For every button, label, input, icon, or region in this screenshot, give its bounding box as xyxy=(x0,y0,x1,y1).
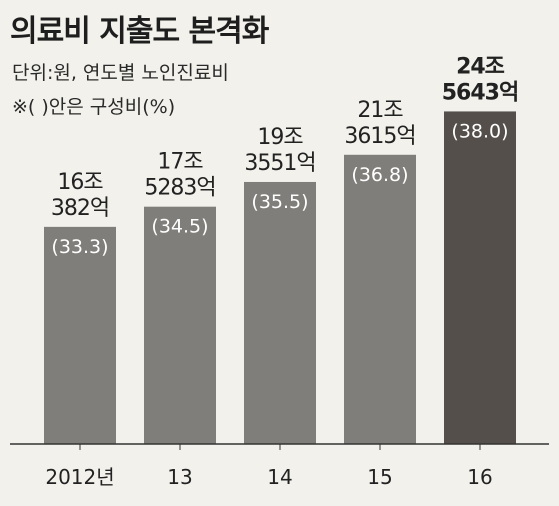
bar xyxy=(244,181,316,444)
bar xyxy=(44,226,116,444)
value-label-amount: 16조 xyxy=(57,170,103,195)
x-tick-label: 16 xyxy=(467,465,492,489)
value-label-remainder: 5283억 xyxy=(144,176,215,201)
bar xyxy=(144,206,216,444)
x-tick-label: 13 xyxy=(167,465,192,489)
share-label: (36.8) xyxy=(351,164,408,186)
share-label: (33.3) xyxy=(51,236,108,258)
share-label: (38.0) xyxy=(451,120,508,142)
bar xyxy=(444,111,516,445)
value-label-amount: 24조 xyxy=(456,54,505,79)
value-label-remainder: 3551억 xyxy=(244,151,315,176)
chart-title: 의료비 지출도 본격화 xyxy=(10,14,269,49)
share-label: (35.5) xyxy=(251,191,308,213)
share-note: ※( )안은 구성비(%) xyxy=(12,96,176,118)
value-label-remainder: 382억 xyxy=(51,196,109,221)
x-tick-label: 15 xyxy=(367,465,392,489)
value-label-remainder: 5643억 xyxy=(442,80,518,105)
bar xyxy=(344,154,416,444)
x-tick-label: 2012년 xyxy=(45,465,114,489)
share-label: (34.5) xyxy=(151,216,208,238)
value-label-amount: 17조 xyxy=(157,150,203,175)
unit-note: 단위:원, 연도별 노인진료비 xyxy=(12,62,229,84)
value-label-remainder: 3615억 xyxy=(344,124,415,149)
value-label-amount: 19조 xyxy=(257,125,303,150)
x-tick-label: 14 xyxy=(267,465,292,489)
value-label-amount: 21조 xyxy=(357,98,403,123)
